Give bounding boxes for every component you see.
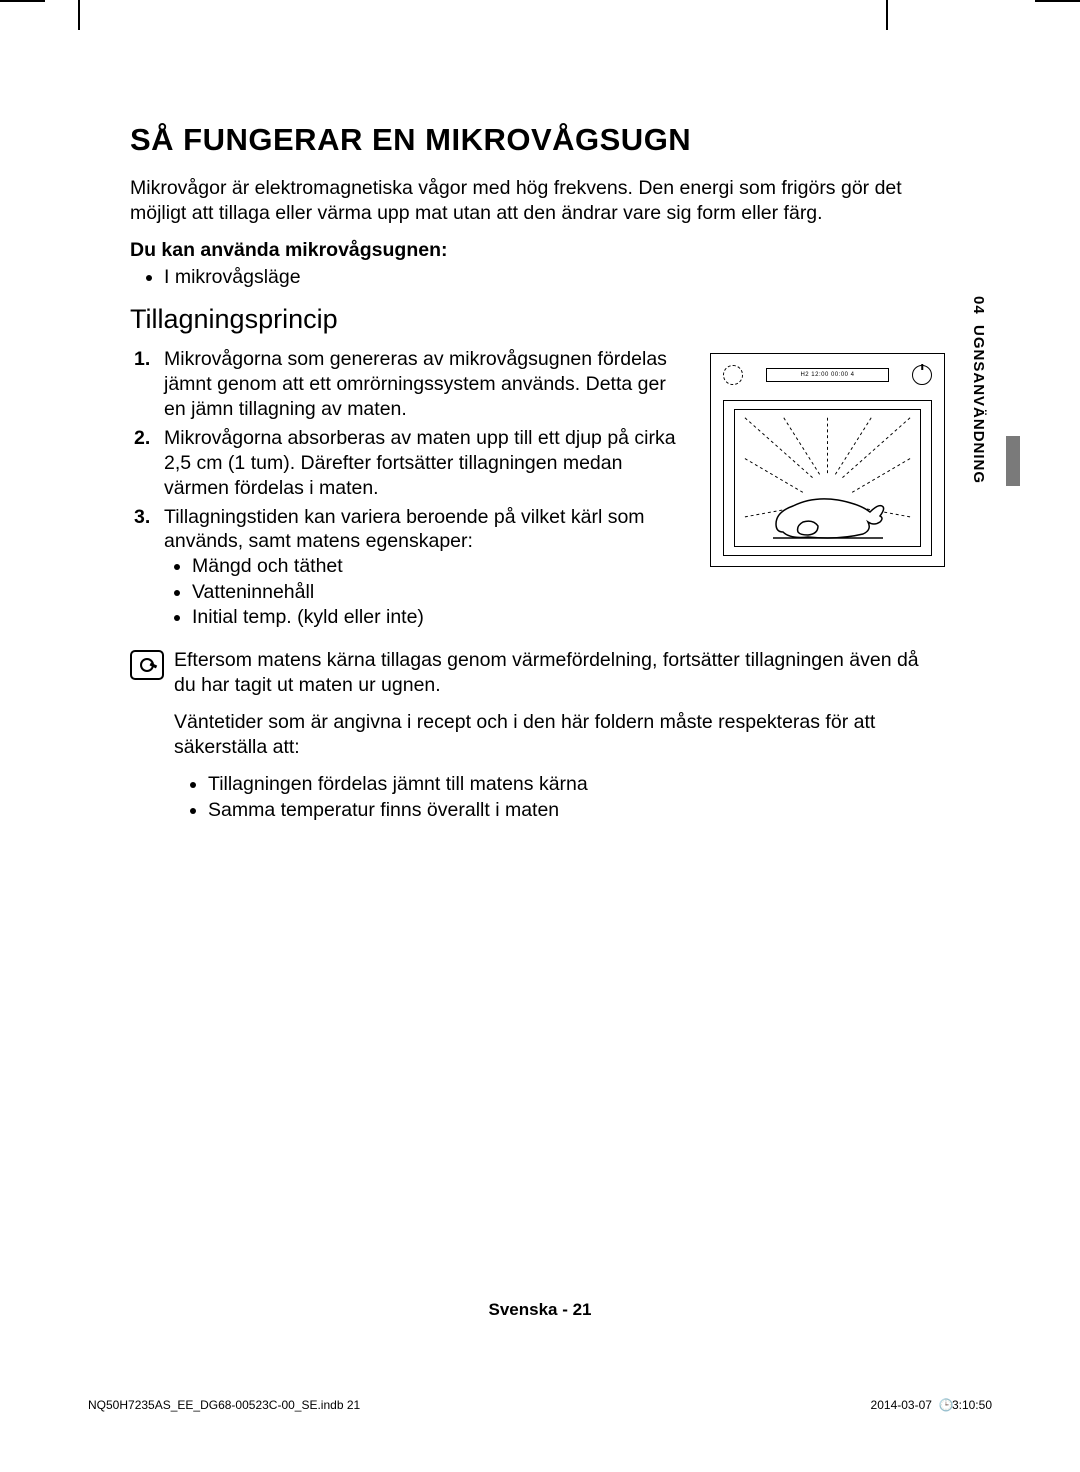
- content-area: SÅ FUNGERAR EN MIKROVÅGSUGN Mikrovågor ä…: [130, 122, 945, 823]
- page-footer-center: Svenska - 21: [0, 1300, 1080, 1320]
- list-item: 1.Mikrovågorna som genereras av mikrovåg…: [164, 347, 690, 422]
- note-block: Eftersom matens kärna tillagas genom vär…: [130, 648, 945, 823]
- section-name: UGNSANVÄNDNING: [970, 325, 987, 484]
- usage-list: I mikrovågsläge: [164, 265, 945, 290]
- footer-language: Svenska: [488, 1300, 557, 1319]
- principles-list: 1. Mikrovågorna som genereras av mikrovåg…: [130, 347, 690, 631]
- oven-body: H2 12:00 00:00 4: [710, 353, 945, 567]
- oven-display: H2 12:00 00:00 4: [751, 366, 904, 384]
- oven-knob-icon: [723, 365, 743, 385]
- oven-knob-icon: [912, 365, 932, 385]
- note-text: Väntetider som är angivna i recept och i…: [174, 710, 945, 760]
- page-footer-file: NQ50H7235AS_EE_DG68-00523C-00_SE.indb 21: [88, 1398, 360, 1412]
- footer-date: 2014-03-07: [871, 1398, 932, 1412]
- oven-display-text: H2 12:00 00:00 4: [766, 368, 888, 382]
- item-text: Mikrovågorna som genereras av mikrovågsu…: [164, 348, 667, 420]
- subheading: Tillagningsprincip: [130, 304, 945, 335]
- clock-icon: 🕒: [939, 1398, 949, 1412]
- note-icon: [130, 650, 164, 680]
- oven-cavity: [734, 409, 921, 547]
- item-number: 1.: [134, 347, 150, 372]
- list-item: Tillagningen fördelas jämnt till matens …: [208, 772, 945, 797]
- oven-diagram: H2 12:00 00:00 4: [710, 353, 945, 567]
- principles-row: 1. Mikrovågorna som genereras av mikrovåg…: [130, 347, 945, 635]
- chicken-icon: [768, 484, 888, 542]
- item-text: Tillagningstiden kan variera beroende på…: [164, 506, 645, 553]
- note-body: Eftersom matens kärna tillagas genom vär…: [174, 648, 945, 823]
- item-number: 3.: [134, 505, 150, 530]
- list-item: 3.Tillagningstiden kan variera beroende …: [164, 505, 690, 631]
- item-number: 2.: [134, 426, 150, 451]
- footer-page: 21: [573, 1300, 592, 1319]
- section-tab: 04 UGNSANVÄNDNING: [970, 296, 1002, 576]
- page: 04 UGNSANVÄNDNING SÅ FUNGERAR EN MIKROVÅ…: [0, 0, 1080, 1472]
- principles-column: 1. Mikrovågorna som genereras av mikrovåg…: [130, 347, 690, 635]
- list-item: Vatteninnehåll: [192, 580, 690, 605]
- footer-time: 3:10:50: [952, 1398, 992, 1412]
- list-item: I mikrovågsläge: [164, 265, 945, 290]
- principle-sublist: Mängd och täthet Vatteninnehåll Initial …: [192, 554, 690, 630]
- list-item: 2.Mikrovågorna absorberas av maten upp t…: [164, 426, 690, 501]
- section-label: 04 UGNSANVÄNDNING: [970, 296, 987, 484]
- page-heading: SÅ FUNGERAR EN MIKROVÅGSUGN: [130, 122, 945, 158]
- crop-mark: [886, 0, 888, 30]
- section-number: 04: [970, 296, 987, 315]
- list-item: Mängd och täthet: [192, 554, 690, 579]
- list-item: Initial temp. (kyld eller inte): [192, 605, 690, 630]
- crop-mark: [78, 0, 80, 30]
- section-tab-bar: [1006, 436, 1020, 486]
- list-item: Samma temperatur finns överallt i maten: [208, 798, 945, 823]
- page-footer-datetime: 2014-03-07 🕒 3:10:50: [871, 1398, 992, 1412]
- oven-door: [723, 400, 932, 556]
- note-text: Eftersom matens kärna tillagas genom vär…: [174, 648, 945, 698]
- oven-control-panel: H2 12:00 00:00 4: [723, 362, 932, 388]
- intro-text: Mikrovågor är elektromagnetiska vågor me…: [130, 176, 945, 226]
- note-list: Tillagningen fördelas jämnt till matens …: [208, 772, 945, 823]
- crop-mark: [0, 0, 45, 2]
- crop-mark: [1035, 0, 1080, 2]
- item-text: Mikrovågorna absorberas av maten upp til…: [164, 427, 676, 499]
- usage-label: Du kan använda mikrovågsugnen:: [130, 238, 945, 263]
